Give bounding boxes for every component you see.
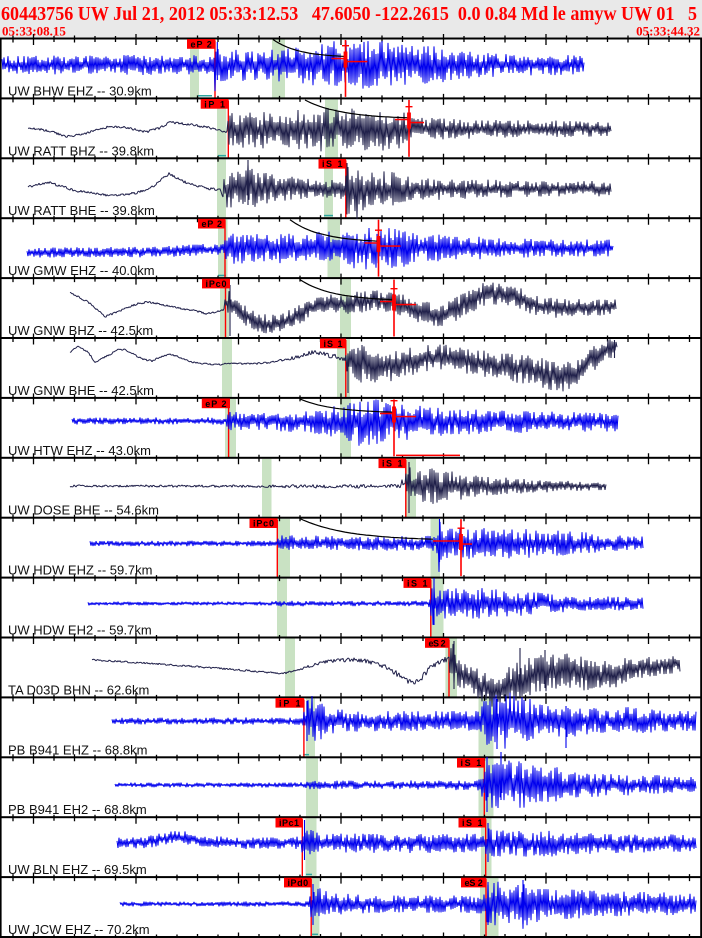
svg-text:UW BLN EHZ -- 69.5km: UW BLN EHZ -- 69.5km (8, 862, 147, 877)
svg-text:UW HDW EH2 -- 59.7km: UW HDW EH2 -- 59.7km (8, 623, 152, 638)
svg-text:UW HDW EHZ -- 59.7km: UW HDW EHZ -- 59.7km (8, 563, 152, 578)
svg-text:UW GNW BHZ -- 42.5km: UW GNW BHZ -- 42.5km (8, 323, 153, 338)
svg-text:UW HTW EHZ -- 43.0km: UW HTW EHZ -- 43.0km (8, 443, 151, 458)
svg-text:UW GMW EHZ -- 40.0km: UW GMW EHZ -- 40.0km (8, 263, 155, 278)
svg-text:eP 2: eP 2 (202, 219, 223, 229)
svg-text:iS 1: iS 1 (324, 339, 343, 349)
svg-text:UW RATT BHE -- 39.8km: UW RATT BHE -- 39.8km (8, 203, 155, 218)
svg-text:eP 2: eP 2 (191, 39, 212, 49)
svg-text:60443756 UW Jul 21, 2012 05:33: 60443756 UW Jul 21, 2012 05:33:12.53 47.… (1, 3, 697, 25)
svg-text:TA D03D BHN -- 62.6km: TA D03D BHN -- 62.6km (8, 682, 149, 697)
svg-text:PB B941 EHZ -- 68.8km: PB B941 EHZ -- 68.8km (8, 742, 147, 757)
svg-text:05:33:08.15: 05:33:08.15 (2, 24, 66, 39)
svg-text:iPd0: iPd0 (288, 878, 309, 888)
svg-text:eP 2: eP 2 (205, 399, 226, 409)
svg-text:UW BHW EHZ -- 30.9km: UW BHW EHZ -- 30.9km (8, 83, 152, 98)
svg-text:PB B941 EH2 -- 68.8km: PB B941 EH2 -- 68.8km (8, 802, 147, 817)
svg-text:UW GNW BHE -- 42.5km: UW GNW BHE -- 42.5km (8, 383, 154, 398)
svg-text:iPc0: iPc0 (206, 279, 227, 289)
svg-text:UW JCW EHZ -- 70.2km: UW JCW EHZ -- 70.2km (8, 922, 150, 937)
svg-text:eS 2: eS 2 (429, 638, 446, 648)
svg-text:UW DOSE BHE -- 54.6km: UW DOSE BHE -- 54.6km (8, 503, 159, 518)
svg-text:05:33:44.32: 05:33:44.32 (636, 24, 700, 39)
svg-text:iPc0: iPc0 (253, 519, 274, 529)
svg-text:iPc1: iPc1 (279, 818, 299, 828)
svg-text:eS 2: eS 2 (465, 878, 483, 888)
svg-text:UW RATT BHZ -- 39.8km: UW RATT BHZ -- 39.8km (8, 143, 154, 158)
